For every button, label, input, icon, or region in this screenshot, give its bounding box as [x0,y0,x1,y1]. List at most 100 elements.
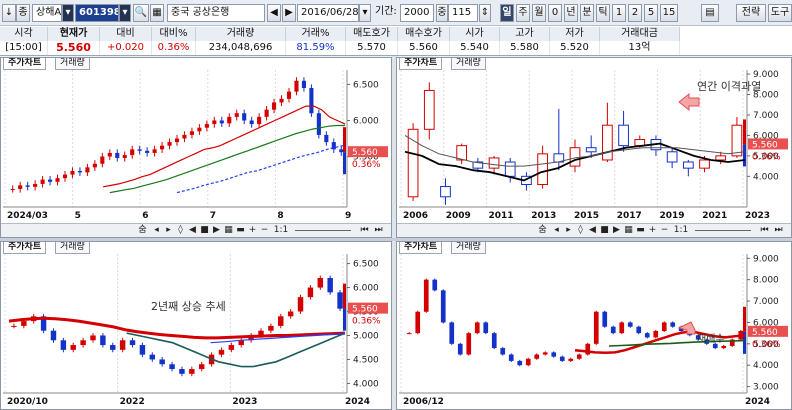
stock-code-input[interactable]: 601398 [75,4,119,22]
zoom-out-icon[interactable]: − [260,225,269,235]
market-type-button[interactable]: 종 [16,4,30,22]
candle [189,131,194,135]
count-input[interactable]: 115 [448,4,478,22]
layout-icon[interactable]: ▤ [701,4,719,22]
x-tick-label: 2006/12 [403,397,444,407]
period-button-8[interactable]: 2 [628,4,642,22]
next-date-button[interactable]: ▶ [282,4,296,22]
period-button-4[interactable]: 년 [564,4,578,22]
scroll-start-icon[interactable]: ⏮ [760,225,769,235]
candle [242,113,247,121]
period-button-10[interactable]: 15 [660,4,678,22]
stock-name-field: 중국 공상은행 [167,4,265,22]
period-label: 기간: [375,6,397,17]
date-dropdown-icon[interactable]: ▾ [359,4,371,22]
play-icon[interactable]: ▶ [613,225,620,235]
tools-button[interactable]: 도구 [768,4,792,22]
period-button-5[interactable]: 분 [580,4,594,22]
zoom-in-icon[interactable]: + [248,225,257,235]
chart-scrollbar[interactable]: 숨 ◂ ▸ ◊ ◀ ■ ▶ ▦ ▬ + −1:1 ⏮ ⏭ [1,223,391,237]
y-tick-label: 3.000 [753,383,779,393]
bar-icon[interactable]: ▬ [636,225,645,235]
down-arrow-button[interactable]: ↓ [2,4,16,22]
count-prefix-button[interactable]: 중 [436,4,448,22]
grid-icon[interactable]: ▦ [624,225,633,235]
grid-icon[interactable]: ▦ [224,225,233,235]
period-input[interactable]: 2000 [400,4,434,22]
candle [77,170,82,173]
strategy-button[interactable]: 전략 [736,4,766,22]
period-button-0[interactable]: 일 [500,4,514,22]
scroll-start-icon[interactable]: ⏮ [360,225,369,235]
exchange-select[interactable]: 상해A [32,4,62,22]
candle [542,352,548,355]
grid-toggle-icon[interactable]: ▦ [150,4,164,22]
chart-scrollbar[interactable]: 숨 ◂ ▸ ◊ ◀ ■ ▶ ▦ ▬ + −1:1 ⏮ ⏭ [397,223,791,237]
y-tick-label: 5.500 [353,153,379,163]
price-chart-svg[interactable]: 2020/102022202320246.5006.0005.5005.0004… [1,242,391,409]
period-button-6[interactable]: 틱 [596,4,610,22]
prev-date-button[interactable]: ◀ [267,4,281,22]
date-input[interactable]: 2016/06/28 [297,4,359,22]
bar-icon[interactable]: ▬ [236,225,245,235]
scroll-left-icon[interactable]: ◂ [154,225,159,235]
scroll-left-icon[interactable]: ◂ [554,225,559,235]
candle [21,321,27,326]
candle [11,325,17,327]
candle [474,322,480,334]
scroll-right-icon[interactable]: ▸ [166,225,171,235]
period-button-9[interactable]: 5 [644,4,658,22]
exchange-dropdown-icon[interactable]: ▾ [62,4,74,22]
tab-price-chart[interactable]: 주가차트 [399,242,443,254]
horizontal-splitter[interactable] [0,238,792,241]
period-button-2[interactable]: 월 [532,4,546,22]
scroll-right-icon[interactable]: ▸ [566,225,571,235]
candle [130,149,135,156]
annotation-arrow-icon [677,321,696,335]
period-button-3[interactable]: 0 [548,4,562,22]
scroll-end-icon[interactable]: ⏭ [374,225,383,235]
quote-header-9: 고가 [500,27,550,41]
candle [661,322,667,331]
search-icon[interactable]: 🔍 [133,4,149,22]
quote-value-1: 5.560 [48,41,100,55]
candle [204,124,209,128]
candle [179,369,185,374]
tab-volume[interactable]: 거래량 [451,242,486,254]
scroll-mode-label[interactable]: 숨 [538,225,547,235]
tab-price-chart[interactable]: 주가차트 [399,58,443,70]
stop-icon[interactable]: ■ [200,225,209,235]
scroll-mode-label[interactable]: 숨 [138,225,147,235]
tab-price-chart[interactable]: 주가차트 [3,58,47,70]
zoom-icon[interactable]: ◊ [178,225,183,235]
code-dropdown-icon[interactable]: ▾ [119,4,131,22]
candle [491,333,497,349]
quote-value-10: 5.520 [550,41,600,55]
chart-panel-monthly: 주가차트 거래량 2006/12 2024 9.000 8.000 7.000 6.000 5.… [396,241,792,410]
candle [160,145,165,150]
candle [301,80,306,89]
last-price-label: 5.560 [752,328,778,338]
tab-volume[interactable]: 거래량 [55,58,90,70]
rewind-icon[interactable]: ◀ [589,225,596,235]
candle [423,89,435,130]
tab-volume[interactable]: 거래량 [55,242,90,254]
scroll-end-icon[interactable]: ⏭ [774,225,783,235]
stop-icon[interactable]: ■ [600,225,609,235]
period-button-1[interactable]: 주 [516,4,530,22]
scroll-track[interactable] [695,230,751,231]
zoom-icon[interactable]: ◊ [578,225,583,235]
count-spin-icon[interactable]: ⇕ [479,4,491,22]
period-button-7[interactable]: 1 [612,4,626,22]
rewind-icon[interactable]: ◀ [189,225,196,235]
price-chart-svg[interactable]: 2006 2009 2011 2013 2015 2017 2019 2021 2023 9.00… [397,58,791,223]
tab-volume[interactable]: 거래량 [451,58,486,70]
zoom-out-icon[interactable]: − [660,225,669,235]
scroll-track[interactable] [295,230,351,231]
price-chart-svg[interactable]: 2006/12 2024 9.000 8.000 7.000 6.000 5.000 4.00… [397,242,791,409]
zoom-in-icon[interactable]: + [648,225,657,235]
vertical-splitter[interactable] [392,56,398,410]
play-icon[interactable]: ▶ [213,225,220,235]
tab-price-chart[interactable]: 주가차트 [3,242,47,254]
